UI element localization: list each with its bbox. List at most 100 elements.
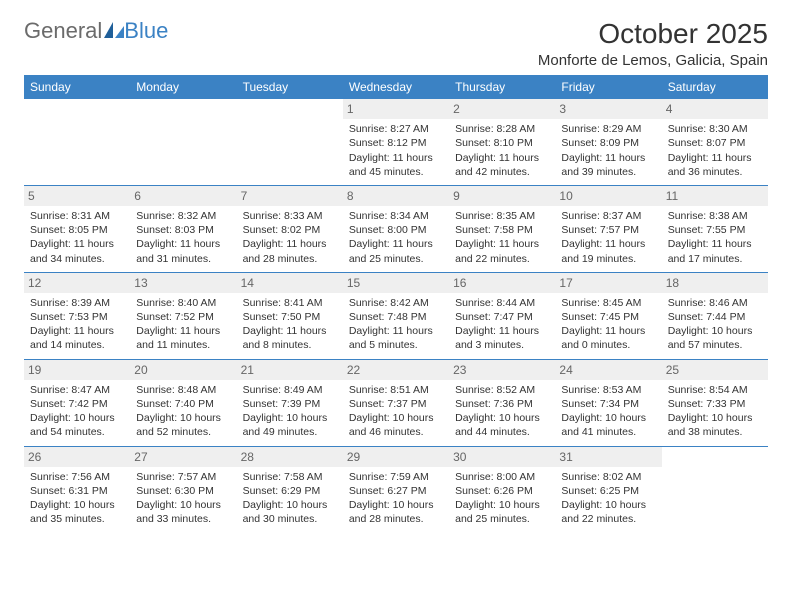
sunrise-text: Sunrise: 8:41 AM: [243, 296, 337, 310]
sunrise-text: Sunrise: 8:44 AM: [455, 296, 549, 310]
sunset-text: Sunset: 8:12 PM: [349, 136, 443, 150]
day-number: 18: [662, 273, 768, 293]
day-number: 8: [343, 186, 449, 206]
daylight-text: Daylight: 10 hours and 25 minutes.: [455, 498, 549, 526]
daylight-text: Daylight: 10 hours and 49 minutes.: [243, 411, 337, 439]
day-number: 15: [343, 273, 449, 293]
day-number: 31: [555, 447, 661, 467]
day-number: 23: [449, 360, 555, 380]
sunset-text: Sunset: 7:44 PM: [668, 310, 762, 324]
calendar-cell: 21Sunrise: 8:49 AMSunset: 7:39 PMDayligh…: [237, 359, 343, 446]
calendar-cell: 12Sunrise: 8:39 AMSunset: 7:53 PMDayligh…: [24, 272, 130, 359]
day-number: 21: [237, 360, 343, 380]
day-number: 25: [662, 360, 768, 380]
sunset-text: Sunset: 7:34 PM: [561, 397, 655, 411]
daylight-text: Daylight: 11 hours and 8 minutes.: [243, 324, 337, 352]
calendar-cell: 7Sunrise: 8:33 AMSunset: 8:02 PMDaylight…: [237, 185, 343, 272]
day-number: 13: [130, 273, 236, 293]
day-number: 10: [555, 186, 661, 206]
day-number: 2: [449, 99, 555, 119]
daylight-text: Daylight: 10 hours and 52 minutes.: [136, 411, 230, 439]
sunset-text: Sunset: 6:29 PM: [243, 484, 337, 498]
sunset-text: Sunset: 8:05 PM: [30, 223, 124, 237]
day-number: 17: [555, 273, 661, 293]
logo: General Blue: [24, 18, 168, 44]
daylight-text: Daylight: 10 hours and 57 minutes.: [668, 324, 762, 352]
sunrise-text: Sunrise: 8:52 AM: [455, 383, 549, 397]
daylight-text: Daylight: 10 hours and 44 minutes.: [455, 411, 549, 439]
day-header: Sunday: [24, 75, 130, 99]
calendar-cell: [237, 99, 343, 185]
calendar-cell: 15Sunrise: 8:42 AMSunset: 7:48 PMDayligh…: [343, 272, 449, 359]
sunrise-text: Sunrise: 8:34 AM: [349, 209, 443, 223]
sunset-text: Sunset: 7:45 PM: [561, 310, 655, 324]
sunrise-text: Sunrise: 8:53 AM: [561, 383, 655, 397]
day-number: 20: [130, 360, 236, 380]
calendar-cell: 3Sunrise: 8:29 AMSunset: 8:09 PMDaylight…: [555, 99, 661, 185]
calendar-cell: 22Sunrise: 8:51 AMSunset: 7:37 PMDayligh…: [343, 359, 449, 446]
calendar-cell: 19Sunrise: 8:47 AMSunset: 7:42 PMDayligh…: [24, 359, 130, 446]
sunrise-text: Sunrise: 8:47 AM: [30, 383, 124, 397]
sunrise-text: Sunrise: 8:31 AM: [30, 209, 124, 223]
sunset-text: Sunset: 8:07 PM: [668, 136, 762, 150]
sunrise-text: Sunrise: 8:49 AM: [243, 383, 337, 397]
daylight-text: Daylight: 10 hours and 22 minutes.: [561, 498, 655, 526]
day-number: 4: [662, 99, 768, 119]
day-number: 27: [130, 447, 236, 467]
sunrise-text: Sunrise: 8:39 AM: [30, 296, 124, 310]
calendar-cell: 9Sunrise: 8:35 AMSunset: 7:58 PMDaylight…: [449, 185, 555, 272]
day-header-row: Sunday Monday Tuesday Wednesday Thursday…: [24, 75, 768, 99]
sunset-text: Sunset: 7:58 PM: [455, 223, 549, 237]
sunrise-text: Sunrise: 7:57 AM: [136, 470, 230, 484]
sunrise-text: Sunrise: 7:56 AM: [30, 470, 124, 484]
calendar-cell: 5Sunrise: 8:31 AMSunset: 8:05 PMDaylight…: [24, 185, 130, 272]
sunset-text: Sunset: 6:30 PM: [136, 484, 230, 498]
daylight-text: Daylight: 11 hours and 17 minutes.: [668, 237, 762, 265]
sunrise-text: Sunrise: 8:51 AM: [349, 383, 443, 397]
sunrise-text: Sunrise: 8:00 AM: [455, 470, 549, 484]
sunrise-text: Sunrise: 8:42 AM: [349, 296, 443, 310]
day-number: 30: [449, 447, 555, 467]
sunrise-text: Sunrise: 7:58 AM: [243, 470, 337, 484]
day-number: 3: [555, 99, 661, 119]
sunset-text: Sunset: 7:40 PM: [136, 397, 230, 411]
daylight-text: Daylight: 11 hours and 36 minutes.: [668, 151, 762, 179]
day-number: 11: [662, 186, 768, 206]
calendar-cell: 24Sunrise: 8:53 AMSunset: 7:34 PMDayligh…: [555, 359, 661, 446]
calendar-cell: 11Sunrise: 8:38 AMSunset: 7:55 PMDayligh…: [662, 185, 768, 272]
day-number: 9: [449, 186, 555, 206]
day-number: 12: [24, 273, 130, 293]
day-number: 14: [237, 273, 343, 293]
calendar-cell: 14Sunrise: 8:41 AMSunset: 7:50 PMDayligh…: [237, 272, 343, 359]
daylight-text: Daylight: 11 hours and 34 minutes.: [30, 237, 124, 265]
sunset-text: Sunset: 7:48 PM: [349, 310, 443, 324]
logo-text-general: General: [24, 18, 102, 44]
day-number: 29: [343, 447, 449, 467]
daylight-text: Daylight: 11 hours and 3 minutes.: [455, 324, 549, 352]
daylight-text: Daylight: 10 hours and 54 minutes.: [30, 411, 124, 439]
daylight-text: Daylight: 11 hours and 25 minutes.: [349, 237, 443, 265]
calendar-cell: 2Sunrise: 8:28 AMSunset: 8:10 PMDaylight…: [449, 99, 555, 185]
logo-sail-icon: [104, 18, 124, 44]
daylight-text: Daylight: 11 hours and 19 minutes.: [561, 237, 655, 265]
calendar-cell: 8Sunrise: 8:34 AMSunset: 8:00 PMDaylight…: [343, 185, 449, 272]
calendar-cell: 1Sunrise: 8:27 AMSunset: 8:12 PMDaylight…: [343, 99, 449, 185]
calendar-cell: 16Sunrise: 8:44 AMSunset: 7:47 PMDayligh…: [449, 272, 555, 359]
sunset-text: Sunset: 7:52 PM: [136, 310, 230, 324]
sunset-text: Sunset: 8:10 PM: [455, 136, 549, 150]
sunset-text: Sunset: 8:03 PM: [136, 223, 230, 237]
sunrise-text: Sunrise: 8:33 AM: [243, 209, 337, 223]
sunset-text: Sunset: 7:53 PM: [30, 310, 124, 324]
day-number: 28: [237, 447, 343, 467]
sunset-text: Sunset: 6:26 PM: [455, 484, 549, 498]
calendar-cell: 4Sunrise: 8:30 AMSunset: 8:07 PMDaylight…: [662, 99, 768, 185]
location-label: Monforte de Lemos, Galicia, Spain: [538, 52, 768, 69]
calendar-cell: 20Sunrise: 8:48 AMSunset: 7:40 PMDayligh…: [130, 359, 236, 446]
calendar-table: Sunday Monday Tuesday Wednesday Thursday…: [24, 75, 768, 532]
day-number: 19: [24, 360, 130, 380]
calendar-cell: [24, 99, 130, 185]
calendar-cell: 10Sunrise: 8:37 AMSunset: 7:57 PMDayligh…: [555, 185, 661, 272]
day-header: Thursday: [449, 75, 555, 99]
daylight-text: Daylight: 10 hours and 35 minutes.: [30, 498, 124, 526]
calendar-cell: [662, 446, 768, 532]
